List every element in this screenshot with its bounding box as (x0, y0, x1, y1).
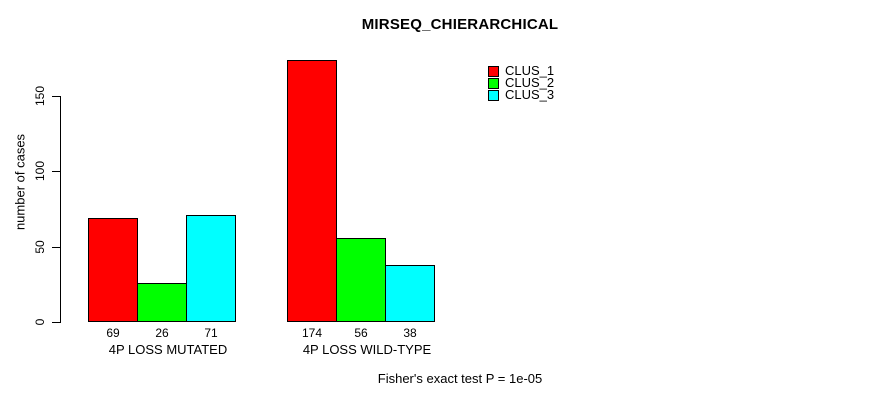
fisher-test-annotation: Fisher's exact test P = 1e-05 (377, 371, 543, 386)
legend-swatch-icon (488, 65, 499, 77)
legend-swatch-icon (488, 89, 499, 101)
y-tick-label: 50 (33, 239, 47, 254)
bar-value-label: 71 (204, 326, 218, 340)
bar-clus_2-group2 (336, 237, 386, 322)
y-tick-mark (52, 322, 60, 323)
legend-item-clus_2: CLUS_2 (488, 75, 555, 90)
bar-value-label: 26 (155, 326, 169, 340)
bar-value-label: 38 (403, 326, 417, 340)
bar-clus_1-group2 (287, 59, 337, 322)
x-axis-group-label: 4P LOSS WILD-TYPE (302, 342, 432, 357)
y-tick-mark (52, 96, 60, 97)
legend-label: CLUS_2 (505, 75, 555, 90)
legend-label: CLUS_1 (505, 63, 555, 78)
bar-clus_3-group2 (385, 264, 435, 322)
bar-value-label: 174 (301, 326, 323, 340)
bar-value-label: 56 (354, 326, 368, 340)
legend-item-clus_1: CLUS_1 (488, 63, 555, 78)
y-tick-label: 150 (33, 85, 47, 107)
y-tick-mark (52, 246, 60, 248)
y-tick-label: 100 (33, 161, 47, 182)
legend-swatch-icon (488, 77, 499, 89)
bar-value-label: 69 (106, 326, 120, 340)
legend-label: CLUS_3 (505, 87, 555, 102)
y-axis-line (60, 96, 61, 323)
legend-item-clus_3: CLUS_3 (488, 87, 555, 102)
y-axis-label: number of cases (12, 133, 28, 231)
chart-title: MIRSEQ_CHIERARCHICAL (361, 16, 559, 33)
x-axis-group-label: 4P LOSS MUTATED (108, 342, 228, 357)
y-tick-mark (52, 171, 60, 173)
bar-clus_1-group1 (88, 218, 138, 322)
bar-clus_3-group1 (186, 215, 236, 322)
y-tick-label: 0 (33, 318, 47, 326)
bar-clus_2-group1 (137, 282, 187, 322)
